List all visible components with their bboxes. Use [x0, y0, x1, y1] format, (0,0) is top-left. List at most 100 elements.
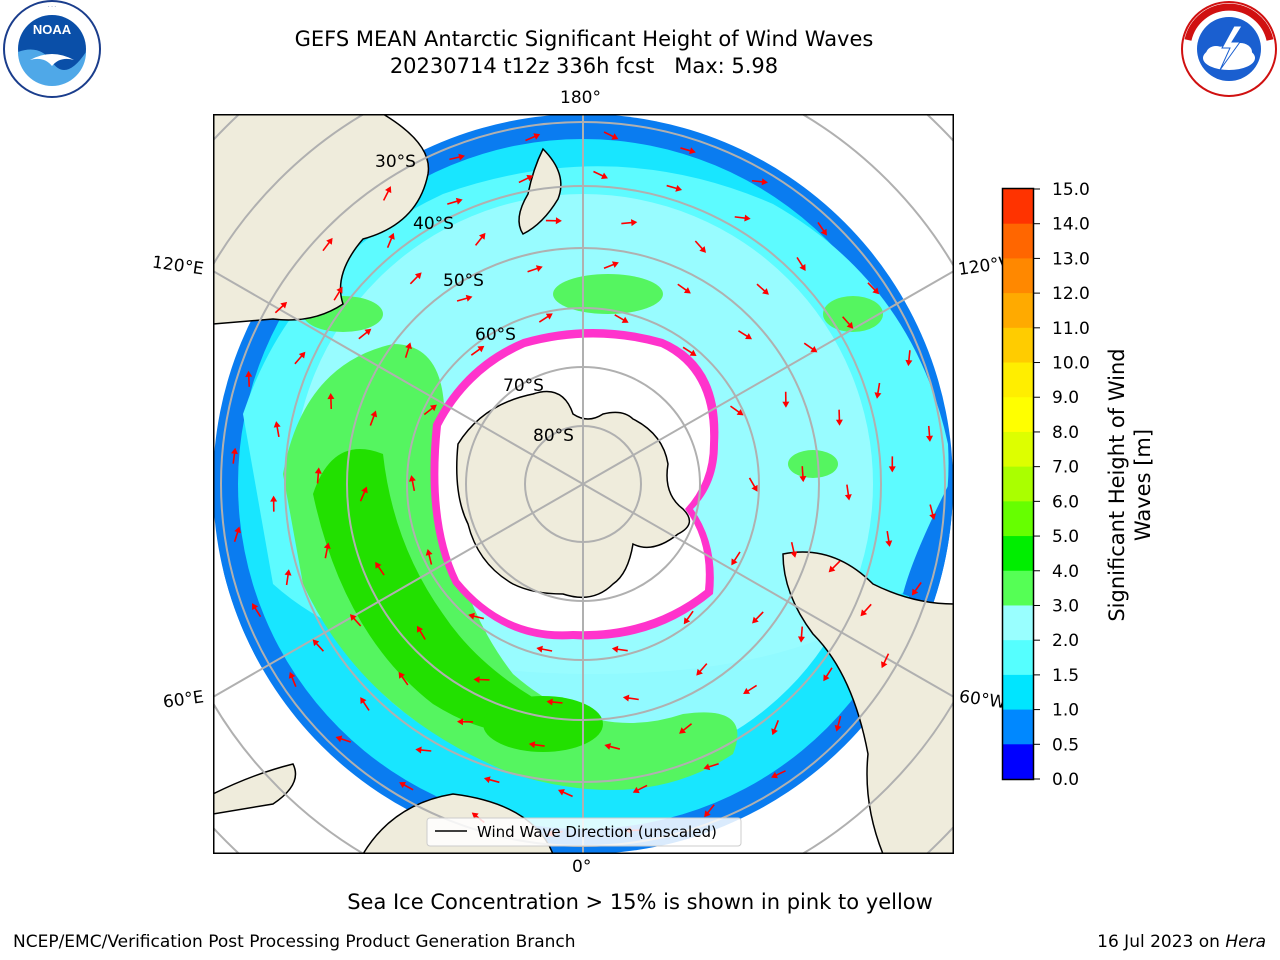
colorbar-title: Significant Height of Wind Waves [m] [1105, 348, 1155, 622]
colorbar-tick-label: 0.0 [1052, 770, 1079, 790]
wave-direction-arrow [386, 232, 395, 248]
wave-direction-arrow [622, 694, 639, 702]
wave-direction-arrow [408, 475, 416, 492]
lat-label-60s: 60°S [475, 325, 516, 345]
wave-direction-arrow [270, 495, 278, 512]
wave-direction-arrow [677, 283, 691, 294]
wave-direction-arrow [358, 328, 372, 340]
noaa-logo: NOAA · · · [3, 0, 101, 98]
wave-direction-arrow [734, 214, 751, 222]
colorbar-tick-label: 10.0 [1052, 354, 1090, 374]
colorbar-swatch [1003, 258, 1033, 294]
wave-direction-arrow [360, 697, 370, 711]
colorbar-swatch [1003, 189, 1033, 225]
wave-direction-arrow [335, 735, 352, 743]
lat-label-30s: 30°S [375, 152, 416, 172]
colorbar-tick-label: 1.5 [1052, 666, 1079, 686]
wind-wave-direction-arrows [231, 131, 937, 837]
wave-direction-arrow [703, 763, 719, 771]
colorbar-tick-label: 1.0 [1052, 701, 1079, 721]
wave-direction-arrow [929, 504, 937, 521]
wave-direction-arrow [885, 530, 893, 547]
colorbar-tick-label: 11.0 [1052, 319, 1090, 339]
wave-direction-arrow [790, 541, 798, 558]
australia-land [213, 114, 430, 325]
wave-direction-arrow [322, 237, 333, 252]
antarctica-land [456, 390, 691, 599]
wave-direction-arrow [416, 625, 426, 640]
arrow-legend: Wind Wave Direction (unscaled) [426, 817, 742, 847]
wave-direction-arrow [771, 770, 786, 779]
wave-direction-arrow [666, 184, 683, 192]
wave-direction-arrow [828, 560, 841, 573]
noaa-logo-text: NOAA [33, 22, 72, 37]
colorbar-tick-label: 6.0 [1052, 492, 1079, 512]
wave-direction-arrow [867, 282, 880, 295]
wave-direction-arrow [312, 639, 325, 652]
chart-subtitle: 20230714 t12z 336h fcst Max: 5.98 [389, 54, 779, 78]
colorbar-tick-label: 8.0 [1052, 423, 1079, 443]
colorbar-tick-label: 13.0 [1052, 249, 1090, 269]
colorbar-tick-label: 0.5 [1052, 735, 1079, 755]
colorbar-swatch [1003, 709, 1033, 745]
wave-direction-arrow [679, 723, 693, 734]
wave-direction-arrow [398, 671, 409, 686]
wave-direction-arrow [333, 286, 343, 301]
wave-direction-arrow [314, 467, 322, 484]
wave-direction-arrow [359, 486, 368, 502]
wave-direction-arrow [415, 746, 432, 754]
wave-direction-arrow [557, 789, 573, 798]
wave-direction-arrow [327, 393, 335, 410]
wave-direction-arrow [473, 676, 490, 684]
colorbar-tick-label: 5.0 [1052, 527, 1079, 547]
wave-direction-arrow [682, 346, 697, 356]
lon-label-60e: 60°E [161, 687, 206, 713]
noaa-ring-text: · · · [48, 4, 56, 10]
wave-direction-arrow [756, 283, 769, 295]
colorbar-tick-label: 7.0 [1052, 458, 1079, 478]
wave-direction-arrow [730, 405, 744, 416]
colorbar-swatch [1003, 674, 1033, 711]
colorbar-swatch [1003, 605, 1033, 641]
colorbar-tick-label: 9.0 [1052, 388, 1079, 408]
wave-direction-arrow [456, 294, 473, 302]
wave-direction-arrow [911, 582, 922, 596]
wave-direction-arrow [273, 421, 281, 438]
wave-direction-arrow [799, 466, 807, 483]
wave-direction-arrow [399, 781, 414, 791]
wave-direction-arrow [796, 257, 806, 271]
wave-direction-arrow [538, 313, 553, 323]
colorbar-swatch [1003, 397, 1033, 433]
colorbar-swatch [1003, 536, 1033, 572]
wave-direction-arrow [743, 684, 758, 695]
colorbar-swatch [1003, 431, 1033, 468]
wave-direction-arrow [874, 382, 882, 399]
colorbar-swatch [1003, 744, 1033, 780]
colorbar-swatch [1003, 466, 1033, 502]
sea-ice-caption: Sea Ice Concentration > 15% is shown in … [347, 890, 933, 914]
arrow-legend-label: Wind Wave Direction (unscaled) [477, 823, 717, 841]
wave-direction-arrow [632, 784, 648, 794]
wave-direction-arrow [233, 526, 241, 543]
footer-date-text: 16 Jul 2023 on [1097, 932, 1226, 952]
wave-direction-arrow [751, 178, 768, 186]
wave-direction-arrow [457, 718, 474, 726]
wave-direction-arrow [611, 645, 628, 653]
colorbar-tick-label: 4.0 [1052, 562, 1079, 582]
colorbar: 15.0 14.0 13.0 12.0 11.0 10.0 9.0 8.0 7.0 6.0 5.0 4… [1001, 180, 1090, 790]
wave-direction-arrow [888, 456, 896, 473]
wave-direction-arrow [375, 561, 385, 576]
lat-label-80s: 80°S [533, 426, 574, 446]
wave-direction-arrow [323, 542, 331, 559]
wave-direction-arrow [527, 265, 543, 273]
wave-direction-arrow [546, 698, 563, 706]
wave-direction-arrow [771, 719, 780, 736]
colorbar-swatch [1003, 640, 1033, 676]
wave-direction-arrow [738, 330, 753, 340]
wave-direction-arrow [803, 342, 818, 353]
wave-direction-arrow [860, 603, 872, 617]
wave-direction-arrow [844, 484, 852, 501]
wave-direction-arrow [518, 174, 534, 184]
wave-direction-arrow [423, 404, 437, 416]
colorbar-swatch [1003, 223, 1033, 259]
